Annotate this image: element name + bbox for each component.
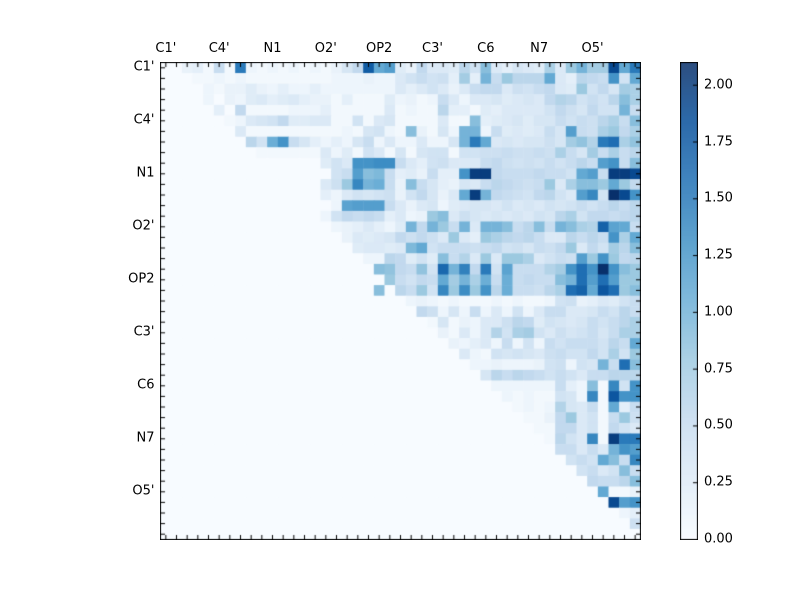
colorbar-tick-label: 0.25 (704, 474, 733, 490)
y-axis-label: OP2 (128, 271, 155, 287)
x-axis-label: C4' (208, 41, 230, 56)
colorbar-tick-label: 1.25 (704, 247, 733, 263)
colorbar-tick-label: 0.00 (704, 531, 733, 547)
heatmap-canvas (160, 61, 641, 540)
x-axis-label: O2' (314, 41, 337, 56)
colorbar-tick-label: 1.00 (704, 304, 733, 320)
colorbar-tick-label: 2.00 (704, 77, 733, 93)
colorbar-tick-label: 1.75 (704, 134, 733, 149)
y-axis-label: O5' (132, 483, 155, 499)
y-axis-label: N7 (136, 430, 155, 446)
x-axis-label: C6 (477, 41, 495, 56)
y-axis-label: N1 (136, 165, 155, 181)
colorbar-canvas (679, 61, 698, 540)
y-axis-label: C1' (133, 59, 155, 75)
colorbar-tick-label: 0.75 (704, 361, 733, 377)
x-axis-label: O5' (581, 41, 604, 56)
x-axis-label: N1 (263, 41, 282, 56)
y-axis-label: O2' (132, 218, 155, 234)
colorbar-tick-label: 0.50 (704, 417, 733, 433)
x-axis-label: C1' (155, 41, 177, 56)
x-axis-label: C3' (422, 41, 443, 56)
y-axis-label: C3' (133, 324, 155, 340)
y-axis-label: C4' (133, 112, 155, 128)
x-axis-label: OP2 (365, 41, 393, 56)
x-axis-label: N7 (530, 41, 549, 56)
colorbar-tick-label: 1.50 (704, 190, 733, 206)
y-axis-label: C6 (137, 377, 155, 393)
